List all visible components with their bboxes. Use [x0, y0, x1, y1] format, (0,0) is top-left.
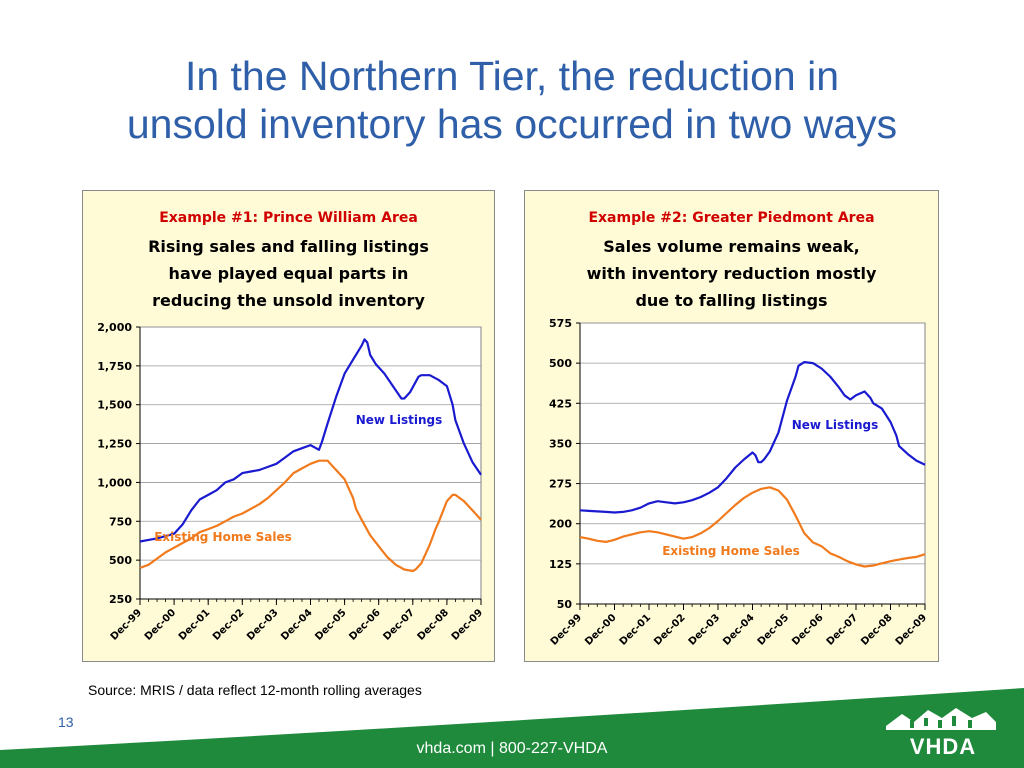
series-label: Existing Home Sales: [154, 530, 292, 544]
y-tick-label: 500: [109, 554, 132, 567]
chart-subtitle-line-2: with inventory reduction mostly: [586, 264, 877, 283]
x-tick-label: Dec-08: [416, 607, 451, 642]
series-label: Existing Home Sales: [662, 544, 800, 558]
chart-subtitle-line-2: have played equal parts in: [168, 264, 409, 283]
x-tick-label: Dec-08: [859, 612, 894, 647]
y-tick-label: 200: [549, 518, 572, 531]
footer-swoosh: [0, 688, 1024, 768]
series-line-new-listings: [579, 361, 926, 514]
y-tick-label: 275: [549, 478, 572, 491]
x-tick-label: Dec-03: [687, 612, 722, 647]
chart-example-label: Example #1: Prince William Area: [159, 210, 418, 226]
x-tick-label: Dec-02: [652, 612, 687, 647]
slide-title-line-1: In the Northern Tier, the reduction in: [184, 53, 840, 99]
y-tick-label: 350: [549, 437, 572, 450]
slide-title: In the Northern Tier, the reduction in u…: [0, 52, 1024, 148]
x-tick-label: Dec-00: [143, 607, 178, 642]
y-tick-label: 425: [549, 397, 572, 410]
y-tick-label: 750: [109, 515, 132, 528]
page-number: 13: [58, 714, 74, 730]
y-tick-label: 500: [549, 357, 572, 370]
x-tick-label: Dec-04: [721, 612, 756, 647]
x-tick-label: Dec-99: [109, 607, 144, 642]
series-line-existing-home-sales: [139, 459, 482, 573]
x-tick-label: Dec-07: [382, 607, 417, 642]
x-tick-label: Dec-05: [313, 607, 348, 642]
house-roofline-icon: [886, 708, 996, 730]
x-tick-label: Dec-06: [347, 607, 382, 642]
x-tick-label: Dec-09: [450, 607, 485, 642]
chart-heading: Example #2: Greater Piedmont Area Sales …: [525, 209, 938, 314]
series-line-new-listings: [139, 338, 482, 543]
x-tick-label: Dec-01: [618, 612, 653, 647]
chart-example-label: Example #2: Greater Piedmont Area: [588, 210, 875, 226]
series-line-existing-home-sales: [579, 486, 926, 568]
y-tick-label: 575: [549, 317, 572, 330]
series-label: New Listings: [792, 418, 878, 432]
x-tick-label: Dec-06: [790, 612, 825, 647]
x-tick-label: Dec-04: [279, 607, 314, 642]
chart-panel-greater-piedmont: Example #2: Greater Piedmont Area Sales …: [524, 190, 939, 662]
slide-title-line-2: unsold inventory has occurred in two way…: [126, 101, 898, 147]
chart-panel-prince-william: Example #1: Prince William Area Rising s…: [82, 190, 495, 662]
source-note: Source: MRIS / data reflect 12-month rol…: [88, 682, 422, 698]
y-tick-label: 2,000: [97, 321, 132, 334]
x-tick-label: Dec-02: [211, 607, 246, 642]
x-tick-label: Dec-01: [177, 607, 212, 642]
x-tick-label: Dec-09: [894, 612, 929, 647]
y-tick-label: 1,250: [97, 438, 132, 451]
y-tick-label: 50: [557, 598, 573, 611]
y-tick-label: 1,500: [97, 399, 132, 412]
y-tick-label: 1,750: [97, 360, 132, 373]
footer-contact: vhda.com | 800-227-VHDA: [416, 740, 608, 757]
line-chart-prince-william: 250 500 750 1,000 1,250 1,500 1,750 2,000 Dec-99…: [97, 321, 485, 643]
x-tick-label: Dec-05: [756, 612, 791, 647]
x-tick-label: Dec-03: [245, 607, 280, 642]
x-tick-label: Dec-99: [549, 612, 584, 647]
chart-heading: Example #1: Prince William Area Rising s…: [83, 209, 494, 314]
y-tick-label: 250: [109, 593, 132, 606]
x-tick-label: Dec-07: [825, 612, 860, 647]
y-tick-label: 125: [549, 558, 572, 571]
plot-area: [579, 322, 926, 605]
chart-subtitle-line-1: Rising sales and falling listings: [148, 237, 429, 256]
chart-subtitle-line-3: reducing the unsold inventory: [152, 291, 425, 310]
chart-subtitle-line-1: Sales volume remains weak,: [603, 237, 860, 256]
chart-subtitle-line-3: due to falling listings: [635, 291, 828, 310]
series-label: New Listings: [356, 413, 442, 427]
y-tick-label: 1,000: [97, 476, 132, 489]
vhda-logo: VHDA: [909, 734, 977, 759]
x-tick-label: Dec-00: [583, 612, 618, 647]
